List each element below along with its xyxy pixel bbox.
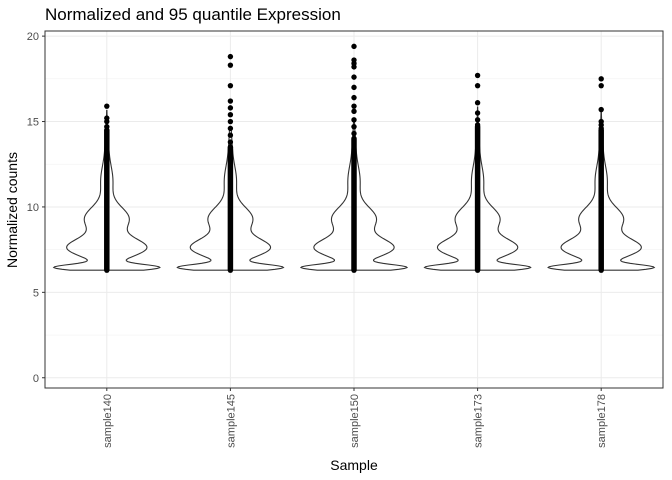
violin-sample173 xyxy=(423,106,532,271)
x-tick-label: sample150 xyxy=(349,394,361,448)
x-tick-label: sample140 xyxy=(102,394,114,448)
x-tick-label: sample173 xyxy=(473,394,485,448)
point-sample173 xyxy=(474,72,481,79)
point-sample178 xyxy=(598,76,604,82)
point-sample145 xyxy=(227,118,234,125)
point-sample173 xyxy=(474,117,481,123)
point-sample173 xyxy=(474,100,481,106)
point-sample178 xyxy=(598,82,604,89)
point-sample150 xyxy=(351,74,357,80)
point-sample173 xyxy=(474,82,481,89)
point-sample178 xyxy=(598,106,604,113)
violin-sample140 xyxy=(52,109,161,271)
point-sample145 xyxy=(227,139,234,145)
point-sample145 xyxy=(227,82,234,89)
point-sample150 xyxy=(351,94,357,101)
point-sample145 xyxy=(227,111,234,118)
point-sample150 xyxy=(351,57,357,63)
point-sample145 xyxy=(227,125,234,132)
y-axis-title: Normalized counts xyxy=(4,152,20,268)
point-sample178 xyxy=(598,118,604,125)
y-tick-label: 0 xyxy=(33,373,39,385)
point-sample150 xyxy=(351,103,357,109)
point-sample145 xyxy=(227,105,234,111)
x-tick-label: sample145 xyxy=(225,394,237,448)
point-sample150 xyxy=(351,43,357,50)
point-sample140 xyxy=(104,115,110,121)
point-sample145 xyxy=(227,132,234,138)
point-sample145 xyxy=(227,62,234,68)
point-sample140 xyxy=(104,103,110,109)
point-sample150 xyxy=(351,108,357,114)
points-layer xyxy=(104,43,604,273)
chart-title: Normalized and 95 quantile Expression xyxy=(45,5,341,24)
x-axis: sample140 sample145 sample150 sample173 samp… xyxy=(102,388,608,448)
y-tick-label: 15 xyxy=(27,117,39,129)
y-tick-label: 5 xyxy=(33,287,39,299)
point-sample150 xyxy=(351,123,357,130)
x-tick-label: sample178 xyxy=(596,394,608,448)
point-sample145 xyxy=(227,98,234,104)
point-sample145 xyxy=(227,53,234,60)
point-sample150 xyxy=(351,117,357,123)
point-sample150 xyxy=(351,84,357,91)
point-sample173 xyxy=(474,122,481,128)
y-tick-label: 10 xyxy=(27,202,39,214)
y-tick-label: 20 xyxy=(27,31,39,43)
x-axis-title: Sample xyxy=(330,457,378,473)
point-sample173 xyxy=(474,110,481,116)
point-sample140 xyxy=(104,123,110,130)
point-sample150 xyxy=(351,130,357,137)
y-axis: 0 5 10 15 20 xyxy=(27,31,45,385)
